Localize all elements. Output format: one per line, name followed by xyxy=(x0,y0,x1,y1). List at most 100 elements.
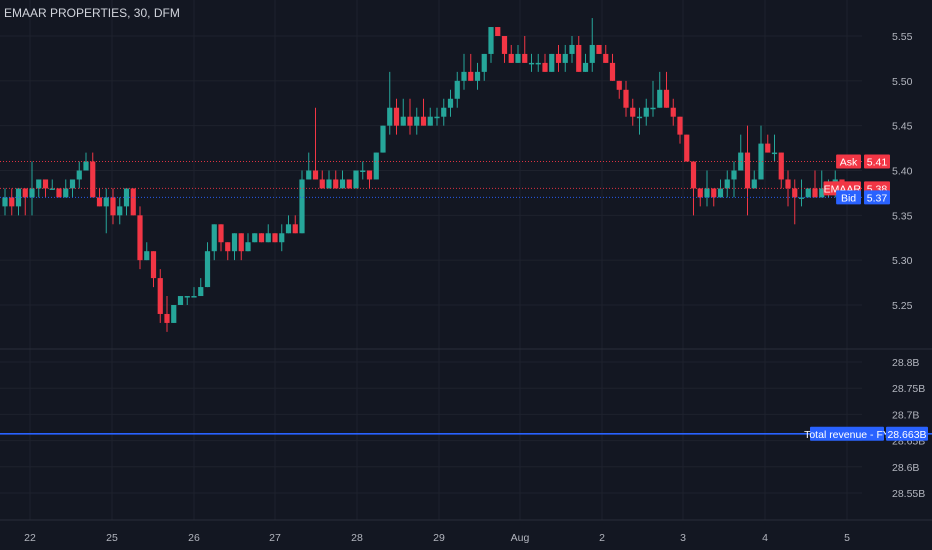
candle[interactable] xyxy=(258,233,265,243)
candle[interactable] xyxy=(90,152,96,198)
candle[interactable] xyxy=(252,233,258,243)
candle[interactable] xyxy=(778,152,784,189)
candle[interactable] xyxy=(353,170,359,189)
candle[interactable] xyxy=(164,296,170,332)
candle[interactable] xyxy=(225,242,231,261)
candle[interactable] xyxy=(49,179,55,190)
candle[interactable] xyxy=(279,224,285,252)
candle[interactable] xyxy=(562,44,568,72)
candle[interactable] xyxy=(630,98,636,126)
candle[interactable] xyxy=(218,224,224,252)
candle[interactable] xyxy=(454,71,460,108)
candle[interactable] xyxy=(29,161,35,216)
candle[interactable] xyxy=(488,27,494,63)
candle[interactable] xyxy=(407,98,413,135)
candle[interactable] xyxy=(508,44,514,63)
candle[interactable] xyxy=(420,98,427,126)
candle[interactable] xyxy=(22,188,28,216)
candle[interactable] xyxy=(272,233,278,243)
candle[interactable] xyxy=(238,233,244,261)
candle[interactable] xyxy=(738,134,744,171)
candle[interactable] xyxy=(110,188,116,225)
candle[interactable] xyxy=(231,233,238,261)
candle[interactable] xyxy=(812,170,818,198)
candle[interactable] xyxy=(663,71,670,108)
candle[interactable] xyxy=(765,134,771,153)
candle[interactable] xyxy=(319,170,325,189)
candle[interactable] xyxy=(704,170,710,207)
price-axis[interactable]: 5.55 5.50 5.45 5.40 5.35 5.30 5.25 28.8B 28.75B 2… xyxy=(892,31,925,500)
candle[interactable] xyxy=(137,206,143,270)
candle[interactable] xyxy=(393,98,400,135)
candle[interactable] xyxy=(684,134,690,162)
candle[interactable] xyxy=(441,98,447,126)
candle[interactable] xyxy=(819,170,825,198)
candle[interactable] xyxy=(623,80,629,117)
candle[interactable] xyxy=(299,170,305,234)
candle[interactable] xyxy=(191,287,197,298)
candle[interactable] xyxy=(468,53,474,81)
candle[interactable] xyxy=(150,251,157,288)
candle[interactable] xyxy=(603,44,609,63)
candle[interactable] xyxy=(333,170,339,189)
candle[interactable] xyxy=(805,188,811,198)
candle[interactable] xyxy=(204,242,211,288)
candle[interactable] xyxy=(447,89,454,117)
candle[interactable] xyxy=(785,170,791,207)
candle[interactable] xyxy=(36,179,42,198)
candle[interactable] xyxy=(76,161,82,189)
candle[interactable] xyxy=(144,242,150,261)
candle[interactable] xyxy=(609,53,616,81)
candle[interactable] xyxy=(555,44,562,72)
candle[interactable] xyxy=(535,53,541,72)
candle[interactable] xyxy=(582,53,589,72)
candle[interactable] xyxy=(522,36,528,63)
candle[interactable] xyxy=(177,296,184,305)
candle[interactable] xyxy=(427,107,433,126)
candle[interactable] xyxy=(731,161,737,198)
candle[interactable] xyxy=(346,179,352,189)
candle[interactable] xyxy=(414,107,420,135)
candle[interactable] xyxy=(643,98,649,126)
candle[interactable] xyxy=(528,53,535,72)
candle[interactable] xyxy=(751,170,757,189)
candle[interactable] xyxy=(501,36,508,63)
candle[interactable] xyxy=(360,161,366,180)
candlestick-series[interactable] xyxy=(2,18,845,332)
candle[interactable] xyxy=(400,98,406,126)
candle[interactable] xyxy=(292,215,298,234)
candle[interactable] xyxy=(2,188,8,216)
candle[interactable] xyxy=(771,134,778,162)
candle[interactable] xyxy=(157,269,163,323)
candle[interactable] xyxy=(724,170,730,198)
candle[interactable] xyxy=(461,53,467,90)
candle[interactable] xyxy=(306,152,312,180)
candle[interactable] xyxy=(711,188,717,207)
candle[interactable] xyxy=(117,197,123,225)
candle[interactable] xyxy=(63,179,69,198)
candle[interactable] xyxy=(56,188,62,198)
candle[interactable] xyxy=(434,107,440,126)
candle[interactable] xyxy=(211,224,217,261)
candle[interactable] xyxy=(542,53,548,72)
candle[interactable] xyxy=(265,224,271,243)
candle[interactable] xyxy=(636,107,643,135)
candle[interactable] xyxy=(481,53,487,81)
candle[interactable] xyxy=(792,179,798,225)
candle[interactable] xyxy=(798,179,805,207)
candle[interactable] xyxy=(758,125,764,180)
candle[interactable] xyxy=(387,71,393,135)
candle[interactable] xyxy=(83,152,89,171)
candle[interactable] xyxy=(326,170,332,189)
candle[interactable] xyxy=(184,296,190,305)
candle[interactable] xyxy=(569,36,575,63)
candle[interactable] xyxy=(657,71,663,108)
candle[interactable] xyxy=(616,80,622,99)
candle[interactable] xyxy=(549,53,555,72)
candle[interactable] xyxy=(515,44,521,63)
candle[interactable] xyxy=(9,188,15,216)
candle[interactable] xyxy=(650,80,656,117)
candle[interactable] xyxy=(103,188,109,234)
candle[interactable] xyxy=(312,107,319,180)
